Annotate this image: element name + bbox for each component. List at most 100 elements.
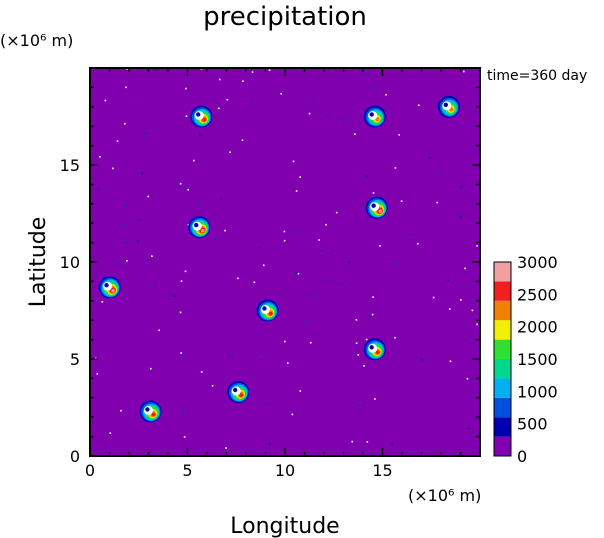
rain-speck [229,151,231,154]
y-tick-label: 15 [60,156,80,175]
rain-speck [284,340,286,343]
plot-area [90,68,480,456]
rain-speck [109,432,112,434]
rain-speck [124,122,126,125]
rain-speck [374,398,376,400]
rain-speck [306,321,309,323]
rain-speck [355,319,358,321]
rain-speck [138,219,141,221]
rain-speck [258,246,261,249]
rain-speck [436,201,438,204]
rain-speck [394,336,396,339]
x-tick-label: 0 [85,461,95,480]
storm-eye-core [369,112,374,117]
colorbar-swatch [494,436,511,456]
rain-speck [218,107,220,110]
rain-speck [295,190,298,192]
chart-title: precipitation [203,2,367,32]
colorbar-tick-label: 1500 [517,350,558,369]
rain-speck [308,112,311,115]
colorbar-frame [493,261,512,457]
rain-speck [345,71,348,73]
rain-speck [476,323,478,326]
storm-intensity-ring [151,412,156,417]
storm-eye-core [371,203,376,208]
rain-speck [366,441,369,443]
storm-cell [365,196,388,219]
rain-speck [283,230,286,233]
rain-speck [460,299,462,301]
storm-cells [98,95,460,423]
colorbar-tick-label: 2500 [517,285,558,304]
rain-speck [400,200,403,202]
rain-speck [371,88,374,90]
storm-intensity-ring [201,229,205,233]
colorbar-swatch [494,300,511,321]
colorbar-tick-label: 1000 [517,382,558,401]
rain-speck [119,261,122,263]
rain-speck [179,185,182,187]
colorbar-tick-label: 2000 [517,318,558,337]
rain-speck [141,172,144,175]
rain-speck [220,198,223,200]
colorbar-swatch [494,339,511,359]
rain-speck [287,362,289,364]
rain-speck [291,413,294,416]
colorbar-swatch [494,417,511,437]
y-tick-label: 10 [60,253,80,272]
y-axis-label: Latitude [26,217,51,308]
y-tick-label: 0 [70,447,80,466]
rain-speck [328,114,331,116]
rain-speck [359,404,362,406]
rain-speck [120,409,122,412]
y-axis-ticks: 0 5 10 15 [60,86,480,466]
rain-speck [329,277,332,280]
rain-speck [429,157,432,159]
rain-speck [464,267,466,270]
rain-speck [309,341,312,344]
colorbar-tick-label: 3000 [517,253,558,272]
rain-speck [229,355,232,357]
rain-speck [158,329,160,332]
rain-speck [280,92,282,95]
rain-speck [325,223,327,226]
rain-speck [476,245,478,247]
storm-eye-core [104,283,109,288]
rain-speck [371,313,374,316]
rain-speck [417,242,419,245]
rain-speck [418,104,420,107]
rain-speck [183,411,186,413]
colorbar-swatch [494,378,511,398]
x-axis-ticks: 0 5 10 15 [85,68,462,480]
rain-speck [467,427,470,429]
storm-eye-core [262,306,267,311]
rain-speck [339,283,342,285]
rain-speck [266,354,268,357]
storm-intensity-ring [378,209,382,213]
rain-speck [180,280,183,282]
storm-intensity-ring [111,289,115,293]
rain-speck [250,101,253,103]
rain-speck [146,259,149,262]
rain-speck [187,188,189,191]
rain-speck [180,352,182,354]
rain-speck [174,295,176,297]
colorbar-swatch [494,359,511,379]
rain-speck [354,133,356,135]
rain-speck [183,436,186,438]
rain-speck [466,377,469,380]
rain-speck [420,359,423,361]
rain-speck [242,80,244,82]
rain-speck [216,238,219,240]
rain-speck [313,297,316,299]
storm-cell [437,95,460,118]
colorbar-swatch [494,281,511,301]
rain-speck [193,159,195,162]
storm-intensity-ring [239,393,244,397]
x-unit-label: (×10⁶ m) [408,486,481,505]
rain-speck [123,224,126,226]
rain-speck [185,87,187,90]
rain-speck [101,301,104,303]
rain-speck [128,102,131,104]
rain-speck [149,367,152,370]
